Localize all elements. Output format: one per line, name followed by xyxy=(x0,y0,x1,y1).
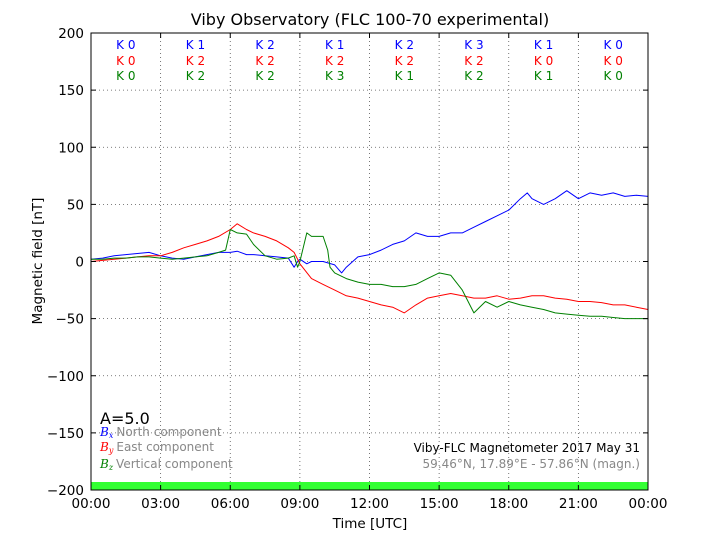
y-tick-label: 100 xyxy=(58,140,84,156)
legend: Bx North component By East component Bz Ver… xyxy=(99,425,233,472)
x-tick-label: 12:00 xyxy=(350,496,389,512)
k-index-vertical: K 2 xyxy=(255,69,274,83)
legend-subscript-vertical: z xyxy=(108,463,114,472)
legend-symbol-east: B xyxy=(99,440,109,454)
legend-entry-north: Bx North component xyxy=(99,425,222,440)
y-tick-label: −150 xyxy=(47,426,84,442)
x-axis-ticks: 00:00 03:00 06:00 09:00 12:00 15:00 18:00 21:00… xyxy=(72,33,668,512)
k-index-east: K 0 xyxy=(116,54,135,68)
k-index-north: K 3 xyxy=(464,38,483,52)
a-index-label: A=5.0 xyxy=(100,409,150,428)
series-line-east xyxy=(90,223,649,314)
y-tick-label: −50 xyxy=(56,312,85,328)
k-index-east: K 2 xyxy=(395,54,414,68)
k-index-vertical: K 3 xyxy=(325,69,344,83)
y-axis-label: Magnetic field [nT] xyxy=(30,198,46,325)
y-tick-label: 50 xyxy=(67,197,84,213)
legend-text-east: East component xyxy=(116,440,214,454)
data-series xyxy=(90,190,649,320)
x-axis-label: Time [UTC] xyxy=(332,516,408,532)
k-index-east: K 2 xyxy=(325,54,344,68)
x-tick-label: 21:00 xyxy=(559,496,598,512)
y-axis-ticks: 200 150 100 50 0 −50 −100 −150 −200 xyxy=(47,26,648,499)
legend-symbol-north: B xyxy=(99,425,109,439)
k-index-north: K 1 xyxy=(325,38,344,52)
legend-subscript-east: y xyxy=(108,446,114,455)
x-tick-label: 06:00 xyxy=(211,496,250,512)
legend-subscript-north: x xyxy=(109,431,114,440)
legend-entry-vertical: Bz Vertical component xyxy=(99,457,233,472)
x-tick-label: 00:00 xyxy=(629,496,668,512)
k-index-vertical: K 0 xyxy=(604,69,623,83)
y-tick-label: 0 xyxy=(75,255,84,271)
k-index-vertical: K 2 xyxy=(464,69,483,83)
legend-text-vertical: Vertical component xyxy=(116,457,233,471)
k-index-north: K 2 xyxy=(255,38,274,52)
legend-symbol-vertical: B xyxy=(99,457,109,471)
k-index-north: K 0 xyxy=(116,38,135,52)
chart-title: Viby Observatory (FLC 100-70 experimenta… xyxy=(191,10,550,29)
k-index-east: K 0 xyxy=(604,54,623,68)
k-index-north: K 2 xyxy=(395,38,414,52)
x-tick-label: 18:00 xyxy=(489,496,528,512)
k-index-east: K 2 xyxy=(186,54,205,68)
y-tick-label: 150 xyxy=(58,83,84,99)
k-index-east: K 0 xyxy=(534,54,553,68)
k-index-vertical: K 1 xyxy=(395,69,414,83)
k-index-east: K 2 xyxy=(255,54,274,68)
x-tick-label: 03:00 xyxy=(141,496,180,512)
y-tick-label: −100 xyxy=(47,369,84,385)
legend-entry-east: By East component xyxy=(99,440,214,455)
y-tick-label: −200 xyxy=(47,483,84,499)
k-index-vertical: K 0 xyxy=(116,69,135,83)
k-index-north: K 1 xyxy=(186,38,205,52)
k-index-north: K 0 xyxy=(604,38,623,52)
x-tick-label: 15:00 xyxy=(420,496,459,512)
k-index-north: K 1 xyxy=(534,38,553,52)
station-info-line-1: Viby-FLC Magnetometer 2017 May 31 xyxy=(414,441,640,455)
x-tick-label: 00:00 xyxy=(72,496,111,512)
station-info-line-2: 59.46°N, 17.89°E - 57.86°N (magn.) xyxy=(423,457,640,471)
series-line-vertical xyxy=(91,229,648,320)
x-tick-label: 09:00 xyxy=(280,496,319,512)
legend-text-north: North component xyxy=(116,425,222,439)
y-tick-label: 200 xyxy=(58,26,84,42)
k-index-vertical: K 2 xyxy=(186,69,205,83)
k-index-east: K 2 xyxy=(464,54,483,68)
k-index-vertical: K 1 xyxy=(534,69,553,83)
